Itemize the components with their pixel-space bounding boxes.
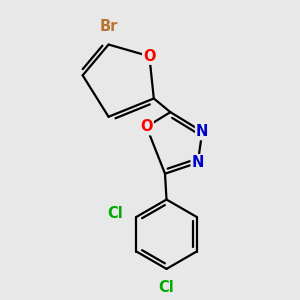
Text: N: N [196, 124, 208, 139]
Text: O: O [143, 49, 156, 64]
Text: Cl: Cl [107, 206, 123, 221]
Text: N: N [192, 155, 204, 170]
Text: Br: Br [99, 19, 118, 34]
Text: O: O [140, 119, 153, 134]
Text: Cl: Cl [159, 280, 174, 295]
